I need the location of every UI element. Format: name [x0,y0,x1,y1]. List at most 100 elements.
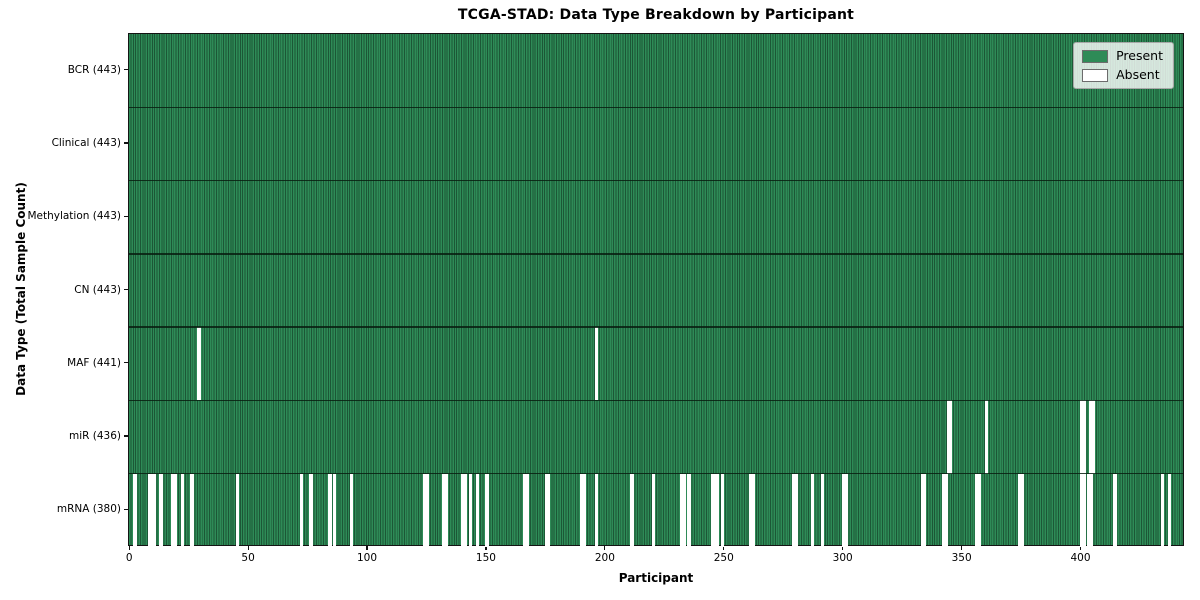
absence-line-mRNA [711,473,715,547]
absence-line-mRNA [975,473,979,547]
y-tick-mark [124,508,128,510]
absence-line-mRNA [582,473,587,547]
x-tick-label: 350 [951,552,972,564]
absence-line-mRNA [173,473,178,547]
absence-line-mRNA [544,473,549,547]
absence-line-mRNA [1160,473,1165,547]
absence-line-MAF [197,327,201,401]
absence-line-mRNA [547,473,551,547]
row-separator [129,473,1183,475]
absence-line-mRNA [309,473,313,547]
absence-line-mRNA [794,473,798,547]
absence-line-mRNA [523,473,527,547]
absence-line-mRNA [977,473,981,547]
absence-line-mRNA [751,473,755,547]
x-tick-mark [247,546,249,550]
y-tick-mark [124,288,128,291]
absence-line-miR [946,400,951,474]
y-tick-label: MAF (441) [67,356,121,369]
present-swatch [1082,49,1109,63]
absence-line-mRNA [580,473,584,547]
absence-line-mRNA [811,473,815,547]
absence-line-mRNA [461,473,465,547]
x-axis-title: Participant [618,571,694,585]
absence-line-mRNA [159,473,163,547]
absence-line-mRNA [922,473,927,547]
row-separator [129,326,1183,328]
y-tick-mark [124,215,128,217]
x-tick-mark [842,546,844,550]
absence-line-mRNA [920,473,924,547]
absence-line-mRNA [651,473,656,547]
absence-line-mRNA [792,473,796,547]
y-tick-label: CN (443) [74,283,121,296]
x-tick-mark [128,546,130,550]
absence-line-mRNA [749,473,753,547]
y-tick-label: mRNA (380) [56,503,121,516]
x-tick-label: 400 [1070,552,1091,564]
absence-line-mRNA [525,473,530,547]
row-separator [129,253,1183,255]
row-separator [129,399,1183,402]
x-tick-label: 300 [832,552,853,564]
absence-line-mRNA [328,473,332,547]
absence-line-mRNA [713,473,717,547]
y-tick-mark [124,142,128,144]
absence-line-mRNA [349,473,354,547]
absence-line-mRNA [444,473,449,547]
absence-line-mRNA [1082,473,1086,547]
absence-line-mRNA [682,473,687,547]
absence-line-mRNA [820,473,824,547]
absence-line-mRNA [171,473,175,547]
absence-line-miR [1082,400,1086,474]
x-tick-mark [961,546,963,550]
absence-line-mRNA [133,473,137,547]
absence-line-mRNA [475,473,480,547]
absent-swatch [1082,68,1109,82]
absence-line-mRNA [442,473,446,547]
legend-label-present: Present [1116,48,1163,63]
legend: Present Absent [1073,42,1174,89]
y-tick-label: miR (436) [68,430,121,443]
absence-line-mRNA [299,473,304,547]
x-tick-label: 250 [713,552,734,564]
absence-line-MAF [594,327,599,401]
row-separator [129,179,1183,182]
absence-line-mRNA [235,473,239,547]
chart-title: TCGA-STAD: Data Type Breakdown by Partic… [457,7,855,23]
absence-line-mRNA [1020,473,1024,547]
absence-line-mRNA [147,473,151,547]
x-tick-mark [366,546,368,550]
absence-line-mRNA [941,473,946,547]
absence-line-mRNA [149,473,154,547]
absence-line-mRNA [715,473,720,547]
y-tick-label: Methylation (443) [27,210,121,223]
x-tick-label: 50 [241,552,255,564]
absence-line-miR [984,400,989,474]
absence-line-mRNA [1079,473,1084,547]
absence-line-mRNA [1089,473,1093,547]
y-tick-mark [124,362,128,364]
absence-line-mRNA [844,473,848,547]
x-tick-label: 0 [125,552,133,564]
absence-line-mRNA [944,473,948,547]
x-tick-mark [604,546,606,550]
absence-line-mRNA [630,473,634,547]
absence-line-mRNA [1167,473,1172,547]
absence-line-mRNA [1086,473,1091,547]
x-tick-mark [485,546,487,550]
absence-line-mRNA [842,473,846,547]
legend-item-absent: Absent [1082,68,1163,82]
absence-line-mRNA [485,473,489,547]
absence-line-mRNA [152,473,156,547]
y-tick-label: Clinical (443) [51,136,121,149]
absence-line-mRNA [463,473,468,547]
absence-line-mRNA [190,473,194,547]
x-tick-label: 100 [356,552,378,564]
absence-line-mRNA [1018,473,1022,547]
row-separator [129,106,1183,108]
legend-item-present: Present [1082,49,1163,63]
absence-line-mRNA [1113,473,1117,547]
absence-line-mRNA [425,473,430,547]
